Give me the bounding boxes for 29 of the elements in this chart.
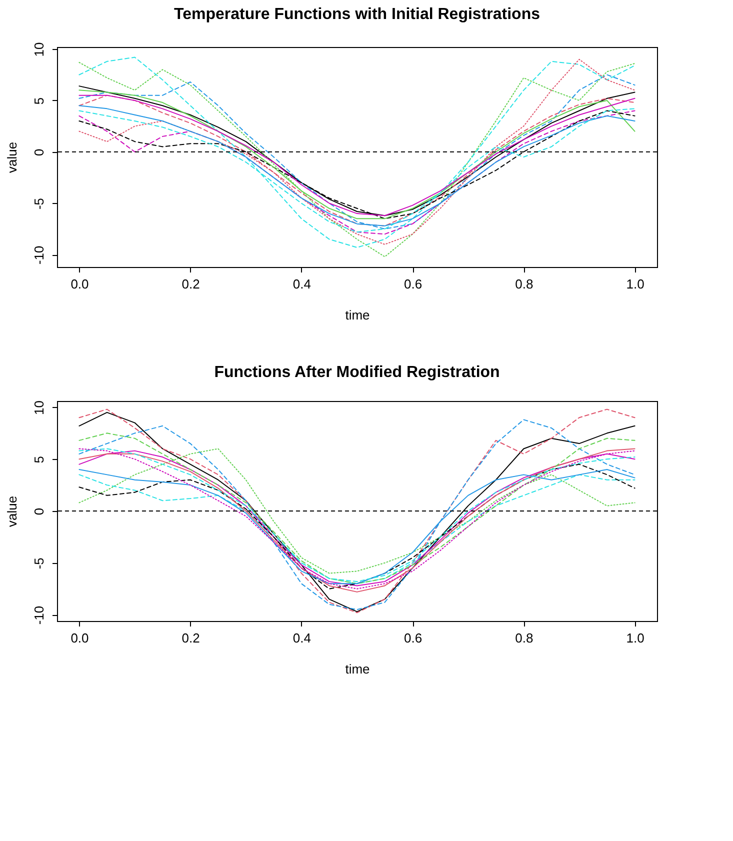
- x-tick-label: 0.0: [70, 630, 89, 646]
- x-tick-label: 0.2: [182, 276, 200, 292]
- y-tick-label: -5: [32, 558, 46, 570]
- x-tick-label: 1.0: [626, 630, 644, 646]
- x-tick-label: 0.4: [292, 630, 311, 646]
- y-axis-title: value: [4, 496, 20, 528]
- x-tick-label: 0.6: [404, 276, 422, 292]
- y-tick-label: 0: [32, 148, 46, 156]
- x-tick-label: 1.0: [626, 276, 644, 292]
- chart-title: Functions After Modified Registration: [214, 364, 500, 381]
- x-tick-label: 0.2: [182, 630, 200, 646]
- y-tick-label: -5: [32, 198, 46, 210]
- y-tick-label: 10: [32, 400, 46, 415]
- chart-title: Temperature Functions with Initial Registrations: [174, 6, 540, 23]
- y-tick-label: -10: [32, 246, 46, 265]
- x-tick-label: 0.6: [404, 630, 422, 646]
- x-tick-label: 0.0: [70, 276, 89, 292]
- x-tick-label: 0.4: [292, 276, 311, 292]
- x-axis-title: time: [345, 308, 370, 322]
- y-tick-label: 5: [32, 456, 46, 464]
- x-tick-label: 0.8: [515, 630, 534, 646]
- y-tick-label: 5: [32, 97, 46, 105]
- line-series: [78, 74, 636, 230]
- x-axis-title: time: [345, 662, 370, 676]
- y-tick-label: -10: [32, 606, 46, 625]
- y-tick-label: 10: [32, 42, 46, 57]
- y-tick-label: 0: [32, 508, 46, 516]
- x-tick-label: 0.8: [515, 276, 534, 292]
- y-axis-title: value: [4, 142, 20, 174]
